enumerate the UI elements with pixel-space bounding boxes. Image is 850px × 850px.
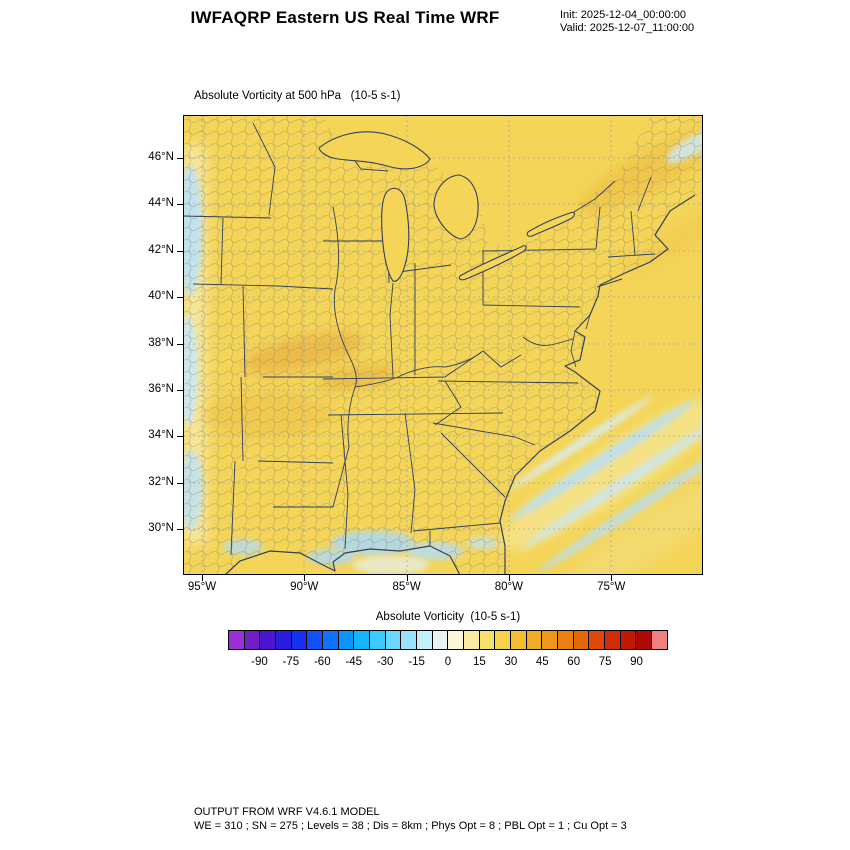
colorbar-segment	[573, 631, 590, 649]
colorbar-segment	[244, 631, 261, 649]
colorbar-segment	[636, 631, 653, 649]
lat-tick-label: 44°N	[148, 197, 174, 210]
colorbar-segment	[432, 631, 449, 649]
lat-tick-label: 32°N	[148, 475, 174, 488]
colorbar-segment	[448, 631, 465, 649]
colorbar-tick-label: -30	[376, 656, 394, 668]
lon-tick-label: 75°W	[597, 581, 626, 593]
page-title: IWFAQRP Eastern US Real Time WRF	[190, 8, 500, 27]
colorbar-segment	[370, 631, 386, 649]
map-border	[183, 115, 703, 575]
colorbar-tick-label: -15	[408, 656, 425, 668]
lon-tick-mark	[611, 575, 613, 581]
colorbar-tick-label: 75	[598, 656, 612, 668]
colorbar-segment	[620, 631, 637, 649]
footer-notes: OUTPUT FROM WRF V4.6.1 MODEL WE = 310 ; …	[194, 806, 627, 833]
colorbar-tick-labels: -90 -75 -60 -45 -30 -15 0 15 30 45 60 75 90	[228, 656, 668, 674]
colorbar-tick-label: 0	[444, 656, 452, 668]
vorticity-map	[178, 115, 747, 598]
colorbar-segment	[385, 631, 402, 649]
colorbar-segment	[417, 631, 433, 649]
colorbar-segment	[495, 631, 512, 649]
great-lakes	[318, 131, 575, 282]
colorbar-tick-label: -60	[313, 656, 331, 668]
valid-time-label: Valid: 2025-12-07_11:00:00	[560, 22, 695, 34]
lon-tick-mark	[508, 575, 510, 581]
colorbar-segment	[464, 631, 480, 649]
colorbar-tick-label: -90	[251, 656, 268, 668]
colorbar-segment	[605, 631, 621, 649]
lat-tick-label: 42°N	[148, 243, 174, 256]
colorbar-segment	[401, 631, 418, 649]
colorbar-segment	[354, 631, 371, 649]
lat-tick-label: 34°N	[148, 429, 174, 442]
lat-tick-label: 36°N	[148, 383, 174, 395]
coastline	[224, 194, 696, 576]
lon-tick-mark	[304, 575, 306, 581]
lat-tick-label: 40°N	[148, 290, 174, 303]
init-time-label: Init: 2025-12-04_00:00:00	[560, 9, 686, 21]
colorbar-segment	[652, 631, 667, 649]
colorbar-tick-label: 15	[473, 656, 486, 668]
colorbar-segment	[307, 631, 324, 649]
lat-tick-label: 46°N	[148, 151, 174, 163]
colorbar-segment	[511, 631, 527, 649]
colorbar-segment	[338, 631, 355, 649]
colorbar-swatches	[228, 630, 668, 650]
colorbar-segment	[229, 631, 245, 649]
colorbar-tick-label: -75	[282, 656, 300, 668]
colorbar-label: Absolute Vorticity (10-5 s-1)	[375, 611, 521, 623]
colorbar-segment	[558, 631, 574, 649]
map-frame	[178, 115, 747, 598]
lat-tick-label: 30°N	[148, 522, 174, 535]
lon-tick-label: 90°W	[290, 581, 319, 593]
colorbar-segment	[276, 631, 292, 649]
colorbar-segment	[542, 631, 559, 649]
state-boundaries	[182, 122, 656, 556]
lat-tick-label: 38°N	[148, 336, 174, 349]
run-times: Init: 2025-12-04_00:00:00 Valid: 2025-12…	[560, 9, 694, 35]
lon-tick-mark	[202, 575, 203, 581]
colorbar-segment	[479, 631, 496, 649]
model-version-line: OUTPUT FROM WRF V4.6.1 MODEL	[194, 806, 380, 818]
colorbar-segment	[526, 631, 543, 649]
plot-title: Absolute Vorticity at 500 hPa (10-5 s-1)	[194, 90, 401, 102]
lon-tick-label: 80°W	[494, 581, 524, 593]
colorbar-tick-label: -45	[345, 656, 363, 668]
lon-tick-mark	[406, 575, 408, 581]
lon-tick-label: 85°W	[392, 581, 421, 593]
colorbar-tick-label: 60	[567, 656, 581, 668]
lon-tick-label: 95°W	[187, 581, 217, 593]
colorbar-segment	[589, 631, 606, 649]
colorbar: -90 -75 -60 -45 -30 -15 0 15 30 45 60 75 90	[228, 630, 668, 674]
colorbar-segment	[260, 631, 277, 649]
model-config-line: WE = 310 ; SN = 275 ; Levels = 38 ; Dis …	[194, 819, 627, 832]
colorbar-tick-label: 90	[630, 656, 643, 668]
colorbar-tick-label: 45	[535, 656, 549, 668]
colorbar-tick-label: 30	[504, 656, 518, 668]
lat-lon-graticule	[183, 115, 703, 575]
colorbar-segment	[323, 631, 339, 649]
colorbar-segment	[291, 631, 308, 649]
